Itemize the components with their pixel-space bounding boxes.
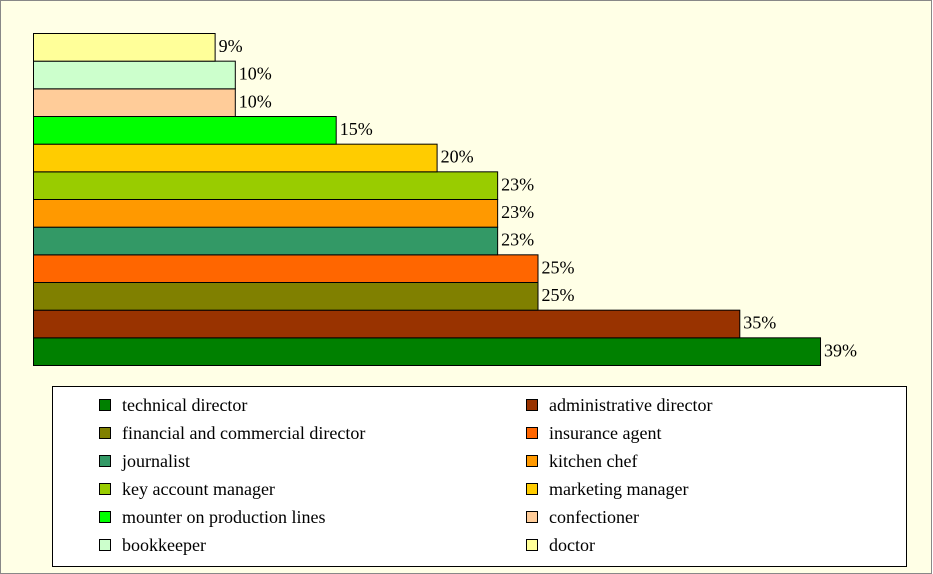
- value-label: 23%: [501, 174, 534, 194]
- legend-label: insurance agent: [549, 423, 661, 443]
- legend-box: [52, 386, 907, 567]
- legend-marker: [526, 483, 538, 495]
- bar: [33, 282, 539, 311]
- value-label: 39%: [824, 340, 857, 360]
- bar: [33, 60, 236, 90]
- value-label: 20%: [441, 147, 474, 167]
- legend-marker: [99, 399, 111, 411]
- bar: [33, 143, 438, 173]
- legend-label: technical director: [122, 395, 247, 415]
- bar: [33, 116, 337, 145]
- legend-label: confectioner: [549, 507, 639, 527]
- bar: [33, 88, 236, 118]
- legend-marker: [526, 399, 538, 411]
- legend-marker: [99, 539, 111, 551]
- value-label: 35%: [743, 313, 776, 333]
- legend-label: kitchen chef: [549, 451, 637, 471]
- value-label: 25%: [542, 257, 575, 277]
- value-label: 9%: [219, 36, 243, 56]
- legend-marker: [526, 539, 538, 551]
- value-label: 23%: [501, 230, 534, 250]
- bar: [33, 171, 499, 200]
- legend-marker: [99, 455, 111, 467]
- bar: [33, 309, 741, 339]
- value-label: 10%: [239, 91, 272, 111]
- legend-marker: [99, 511, 111, 523]
- bar: [33, 337, 822, 367]
- bar: [33, 254, 539, 283]
- legend-label: journalist: [121, 451, 190, 471]
- legend-label: financial and commercial director: [122, 423, 365, 443]
- legend-marker: [99, 427, 111, 439]
- value-label: 10%: [239, 64, 272, 84]
- legend-marker: [526, 511, 538, 523]
- legend-label: mounter on production lines: [122, 507, 325, 527]
- legend-label: administrative director: [549, 395, 712, 415]
- legend-label: marketing manager: [549, 479, 688, 499]
- legend-marker: [526, 455, 538, 467]
- value-label: 15%: [340, 119, 373, 139]
- legend-label: doctor: [549, 535, 595, 555]
- value-label: 23%: [501, 202, 534, 222]
- value-label: 25%: [542, 285, 575, 305]
- bar: [33, 226, 499, 256]
- legend-label: bookkeeper: [122, 535, 206, 555]
- legend-label: key account manager: [122, 479, 275, 499]
- bar: [33, 33, 216, 62]
- bar: [33, 199, 499, 228]
- legend-marker: [526, 427, 538, 439]
- legend-marker: [99, 483, 111, 495]
